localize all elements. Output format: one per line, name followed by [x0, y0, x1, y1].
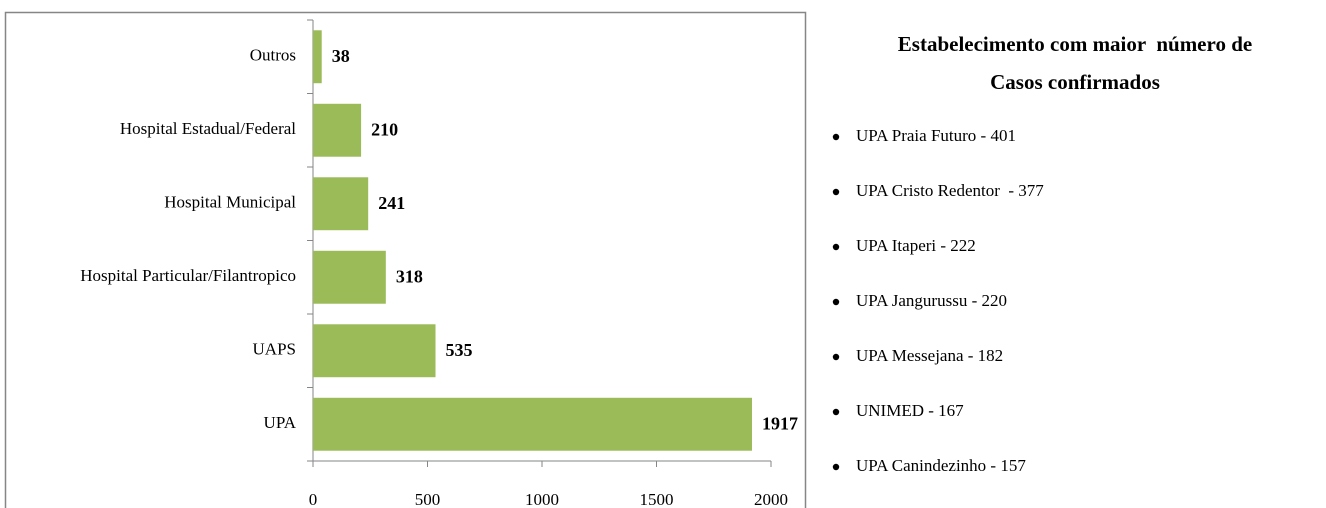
list-item: UPA Praia Futuro - 401	[856, 126, 1016, 145]
bar	[313, 30, 322, 84]
list-item: UPA Messejana - 182	[856, 346, 1003, 365]
value-label: 241	[378, 193, 405, 213]
value-label: 1917	[762, 413, 798, 433]
bar	[313, 103, 362, 157]
x-tick-label: 0	[309, 490, 318, 508]
bullet	[832, 408, 840, 416]
bullet	[832, 188, 840, 196]
y-tick-label: Hospital Municipal	[164, 193, 296, 212]
y-tick-label: Hospital Particular/Filantropico	[80, 266, 296, 285]
bar	[313, 397, 752, 451]
list-item: UPA Itaperi - 222	[856, 236, 976, 255]
bar	[313, 324, 436, 378]
y-tick-label: Outros	[250, 46, 296, 65]
value-label: 318	[396, 266, 423, 286]
y-tick-label: UAPS	[253, 340, 296, 359]
x-tick-label: 1000	[525, 490, 559, 508]
value-label: 535	[446, 340, 473, 360]
bar	[313, 177, 369, 231]
y-tick-label: Hospital Estadual/Federal	[120, 119, 296, 138]
bullet	[832, 463, 840, 471]
panel-title: Casos confirmados	[990, 70, 1160, 94]
list-item: UPA Cristo Redentor - 377	[856, 181, 1044, 200]
bar	[313, 250, 386, 304]
chart-border	[4, 11, 807, 508]
list-item: UPA Canindezinho - 157	[856, 456, 1026, 475]
y-tick-label: UPA	[264, 413, 297, 432]
bullet	[832, 243, 840, 251]
x-tick-label: 500	[415, 490, 441, 508]
list-item: UNIMED - 167	[856, 401, 964, 420]
bullet	[832, 298, 840, 306]
bullet	[832, 133, 840, 141]
bullet	[832, 353, 840, 361]
x-tick-label: 2000	[754, 490, 788, 508]
panel-title: Estabelecimento com maior número de	[898, 32, 1252, 56]
value-label: 38	[332, 46, 350, 66]
value-label: 210	[371, 119, 398, 139]
x-tick-label: 1500	[640, 490, 674, 508]
list-item: UPA Jangurussu - 220	[856, 291, 1007, 310]
